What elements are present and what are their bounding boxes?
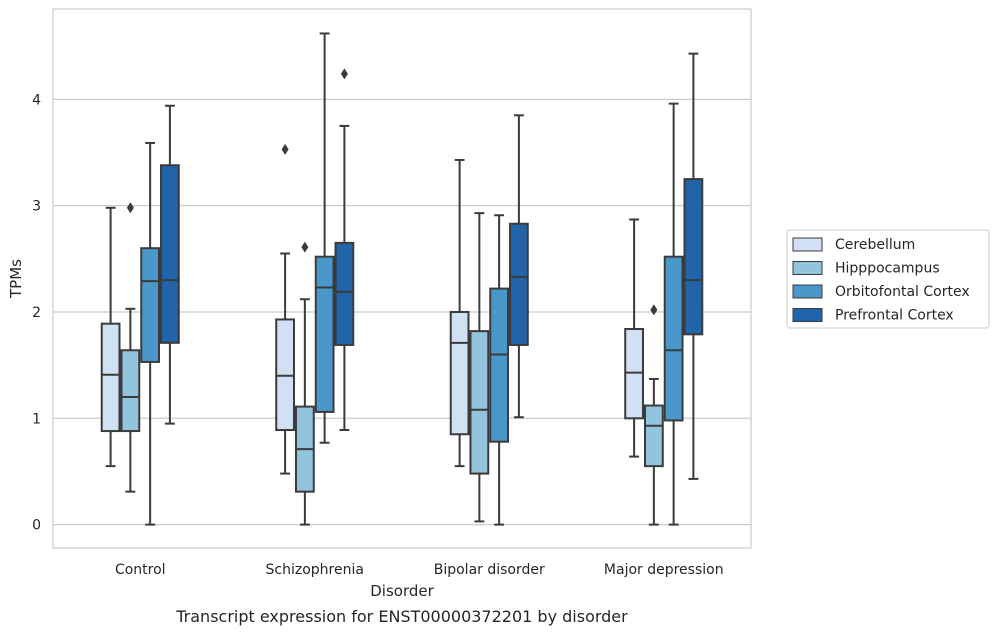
- box-body: [643, 404, 664, 468]
- outlier-point: [281, 143, 289, 155]
- box-0-2: [140, 141, 161, 526]
- box-2-3: [509, 114, 529, 419]
- x-tick-label: Bipolar disorder: [434, 562, 545, 578]
- box-body: [100, 322, 121, 433]
- legend-label: Prefrontal Cortex: [835, 308, 954, 324]
- box-0-3: [160, 104, 180, 425]
- legend-label: Orbitofontal Cortex: [835, 284, 970, 300]
- legend-frame: [786, 229, 990, 329]
- box-body: [624, 327, 644, 420]
- y-tick-label: 1: [32, 411, 41, 427]
- legend-label: Hipppocampus: [835, 261, 940, 277]
- y-tick-label: 2: [32, 305, 41, 321]
- outlier-point: [301, 241, 309, 253]
- box-1-1: [294, 241, 315, 526]
- box-1-0: [275, 143, 295, 475]
- box-1-3: [334, 68, 355, 431]
- box-3-0: [624, 218, 644, 458]
- x-tick-label: Control: [115, 562, 166, 578]
- outlier-point: [126, 202, 134, 214]
- box-body: [140, 247, 161, 363]
- box-body: [489, 287, 510, 443]
- plot-boxes: [100, 32, 704, 526]
- box-body: [509, 222, 529, 346]
- box-0-0: [100, 206, 121, 468]
- box-3-1: [643, 304, 664, 526]
- legend-swatch: [792, 237, 823, 252]
- box-body: [120, 349, 141, 433]
- box-body: [469, 330, 490, 475]
- box-body: [334, 241, 355, 346]
- box-body: [683, 178, 704, 336]
- x-axis-label: Disorder: [370, 582, 434, 600]
- box-1-2: [314, 32, 335, 444]
- figure-caption: Transcript expression for ENST0000037220…: [175, 607, 628, 626]
- y-tick-label: 4: [32, 92, 41, 108]
- plot-frame: [52, 8, 752, 549]
- x-tick-label: Major depression: [604, 562, 724, 578]
- legend-swatch: [792, 308, 823, 322]
- box-2-0: [449, 158, 470, 468]
- box-body: [160, 164, 180, 344]
- x-tick-label: Schizophrenia: [266, 562, 364, 578]
- box-2-1: [469, 212, 490, 523]
- box-3-2: [663, 102, 684, 526]
- box-2-2: [489, 214, 510, 526]
- box-body: [449, 310, 470, 436]
- box-0-1: [120, 202, 141, 493]
- y-tick-labels: 0 1 2 3 4: [32, 92, 41, 533]
- y-axis-label: TPMs: [7, 259, 25, 299]
- legend-swatch: [792, 261, 823, 275]
- legend-label: Cerebellum: [835, 237, 915, 253]
- box-body: [314, 255, 335, 413]
- outlier-point: [340, 68, 348, 80]
- box-3-3: [683, 52, 704, 480]
- box-body: [275, 318, 295, 431]
- outlier-point: [650, 304, 658, 316]
- x-tick-labels: Control Schizophrenia Bipolar disorder Majo…: [115, 562, 724, 578]
- box-body: [663, 255, 684, 422]
- y-tick-label: 0: [32, 518, 41, 534]
- legend: Cerebellum Hipppocampus Orbitofontal Corte…: [786, 229, 990, 329]
- legend-swatch: [792, 284, 823, 299]
- y-tick-label: 3: [32, 199, 41, 215]
